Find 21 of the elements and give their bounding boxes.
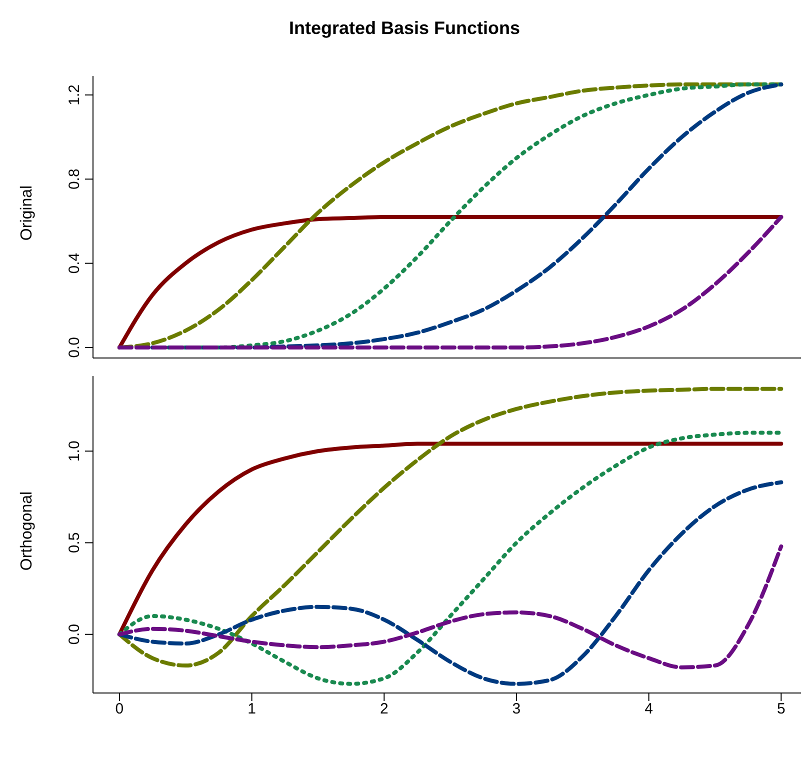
- y-tick-label: 0.5: [66, 532, 83, 554]
- x-tick-label: 4: [644, 700, 653, 718]
- y-tick-label: 0.8: [66, 168, 83, 190]
- x-tick-label: 3: [512, 700, 521, 718]
- x-tick-label: 1: [248, 700, 256, 718]
- x-tick-label: 5: [776, 700, 786, 718]
- y-tick-label: 0.0: [66, 337, 83, 358]
- y-tick-label: 1.0: [66, 440, 83, 462]
- y-tick-label: 1.2: [66, 84, 83, 106]
- line-series: [117, 386, 784, 668]
- line-series: [117, 430, 784, 686]
- chart-title: Integrated Basis Functions: [288, 17, 522, 40]
- x-tick-label: 2: [380, 700, 388, 718]
- line-series: [117, 215, 784, 350]
- y-tick-label: 0.4: [66, 252, 83, 274]
- y-tick-label: 0.0: [66, 624, 83, 645]
- y-axis-title: Original: [19, 185, 37, 241]
- y-axis-title: Orthogonal: [19, 490, 37, 570]
- line-series: [117, 480, 784, 686]
- x-tick-label: 0: [115, 700, 124, 718]
- line-series: [117, 544, 784, 670]
